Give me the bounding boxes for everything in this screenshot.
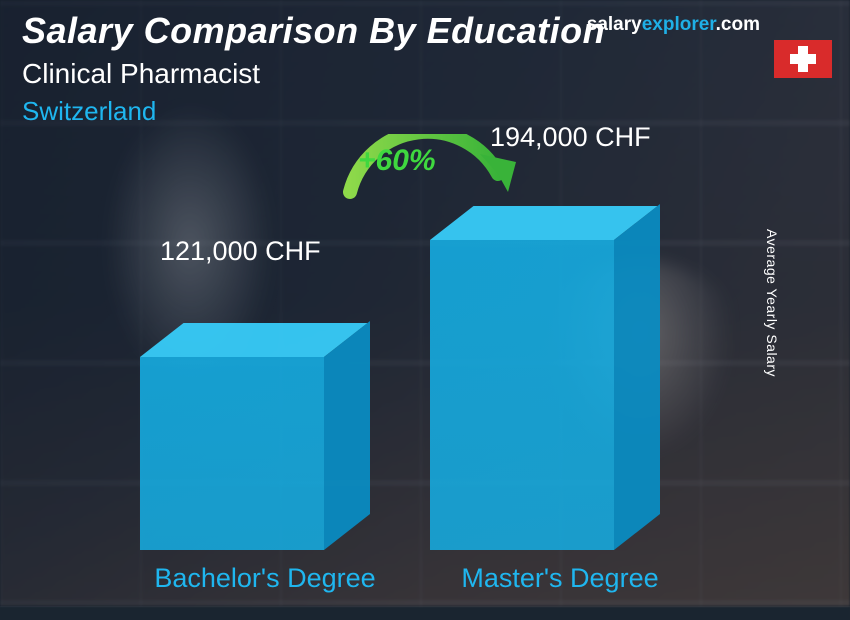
bar-1-sideface [324,321,370,550]
bar-value-2: 194,000 CHF [490,122,651,153]
content-layer: Salary Comparison By Education Clinical … [0,0,850,606]
bar-1-frontface [140,357,324,550]
bar-2-frontface [430,240,614,550]
brand-logo: salaryexplorer.com [587,14,760,36]
bar-chart: +60% 121,000 CHF Bachelor's Degree 194,0… [0,140,850,606]
brand-part3: .com [716,14,760,35]
page-title: Salary Comparison By Education [22,10,605,52]
bar-category-1: Bachelor's Degree [145,563,385,594]
country-label: Switzerland [22,96,156,127]
brand-part2: explorer [642,14,716,35]
brand-part1: salary [587,14,642,35]
switzerland-flag-icon [774,40,832,78]
bar-2-sideface [614,204,660,550]
delta-label: +60% [358,144,436,178]
bar-value-1: 121,000 CHF [160,236,321,267]
job-subtitle: Clinical Pharmacist [22,58,260,90]
bar-category-2: Master's Degree [440,563,680,594]
